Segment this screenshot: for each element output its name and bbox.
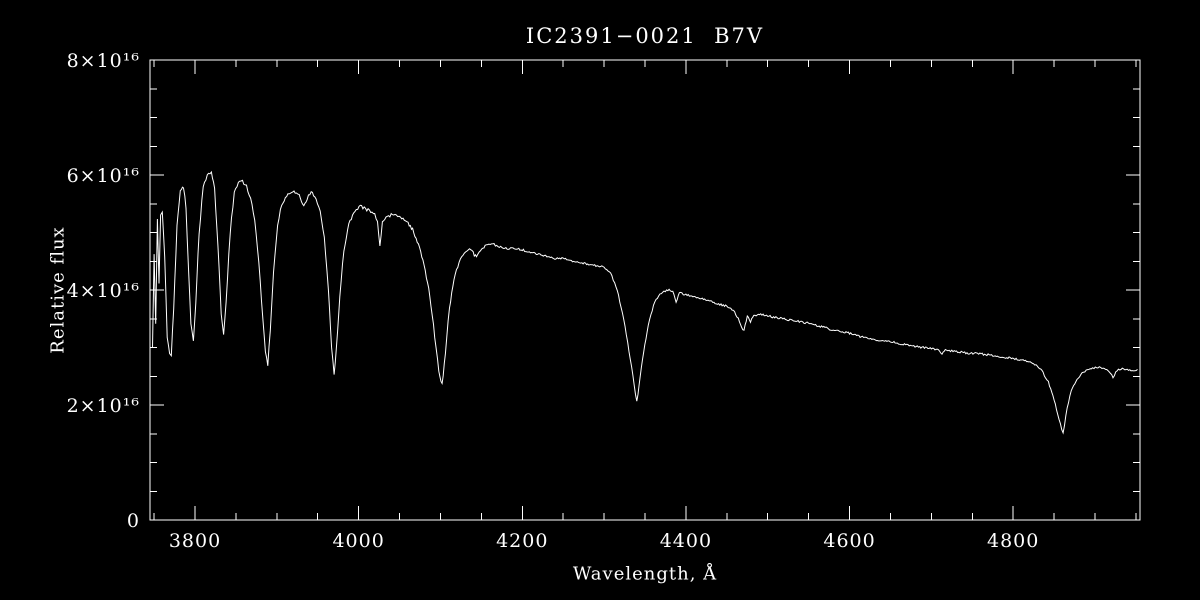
x-tick-label: 4800 <box>987 530 1039 552</box>
x-tick-label: 4600 <box>823 530 875 552</box>
y-axis-label: Relative flux <box>47 226 69 354</box>
chart-title: IC2391−0021 B7V <box>525 24 765 48</box>
plot-box <box>149 59 1141 521</box>
x-tick-label: 3800 <box>169 530 221 552</box>
x-tick-label: 4400 <box>660 530 712 552</box>
x-tick-label: 4200 <box>496 530 548 552</box>
y-tick-label: 4×10¹⁶ <box>67 280 140 302</box>
y-tick-label: 2×10¹⁶ <box>67 395 140 417</box>
y-tick-label: 0 <box>127 510 140 532</box>
y-tick-label: 8×10¹⁶ <box>67 50 140 72</box>
spectrum-line <box>152 170 1138 435</box>
x-tick-label: 4000 <box>332 530 384 552</box>
x-axis-label: Wavelength, Å <box>572 563 718 585</box>
y-tick-label: 6×10¹⁶ <box>67 165 140 187</box>
